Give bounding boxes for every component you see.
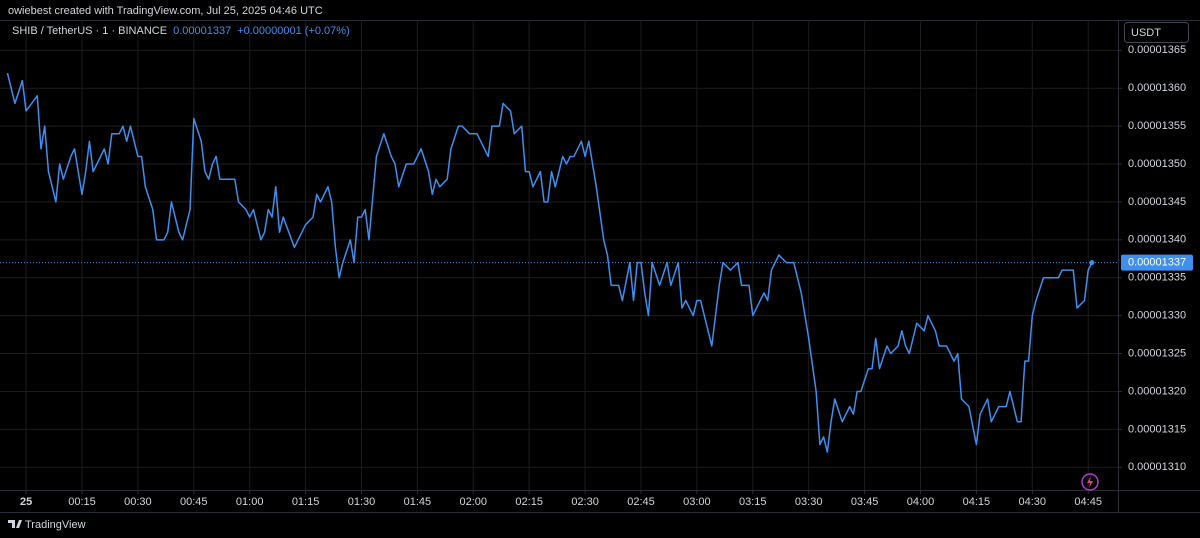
y-tick-label: 0.00001345 bbox=[1128, 196, 1186, 208]
x-tick-label: 03:15 bbox=[739, 496, 767, 508]
x-tick-label: 04:15 bbox=[963, 496, 991, 508]
x-tick-label: 03:30 bbox=[795, 496, 823, 508]
x-tick-label: 01:45 bbox=[404, 496, 432, 508]
y-tick-label: 0.00001310 bbox=[1128, 461, 1186, 473]
x-tick-label: 02:15 bbox=[515, 496, 543, 508]
y-tick-label: 0.00001325 bbox=[1128, 347, 1186, 359]
x-tick-label: 00:45 bbox=[180, 496, 208, 508]
y-tick-label: 0.00001315 bbox=[1128, 423, 1186, 435]
y-tick-label: 0.00001355 bbox=[1128, 120, 1186, 132]
last-price-box bbox=[1121, 254, 1193, 271]
symbol: SHIB / TetherUS · 1 · BINANCE bbox=[12, 25, 167, 37]
x-tick-label: 01:00 bbox=[236, 496, 264, 508]
logo-mark bbox=[8, 520, 22, 528]
brand: TradingView bbox=[25, 519, 86, 531]
last-price: 0.00001337 bbox=[173, 25, 231, 37]
credit: owiebest created with TradingView.com, J… bbox=[8, 5, 323, 17]
x-tick-label: 00:15 bbox=[68, 496, 96, 508]
y-tick-label: 0.00001330 bbox=[1128, 310, 1186, 322]
x-tick-label: 00:30 bbox=[124, 496, 152, 508]
y-tick-label: 0.00001365 bbox=[1128, 44, 1186, 56]
symbol-title: SHIB / TetherUS · 1 · BINANCE 0.00001337 +… bbox=[12, 25, 350, 37]
y-tick-label: 0.00001320 bbox=[1128, 385, 1186, 397]
icon-bolt bbox=[1087, 476, 1093, 488]
x-tick-label: 04:45 bbox=[1074, 496, 1102, 508]
axis: 0.00001310 0.00001315 0.00001320 0.00001325… bbox=[20, 44, 1193, 508]
currency-box[interactable] bbox=[1124, 22, 1189, 43]
x-tick-label: 02:45 bbox=[627, 496, 655, 508]
y-tick-label: 0.00001340 bbox=[1128, 234, 1186, 246]
x-tick-label: 04:30 bbox=[1019, 496, 1047, 508]
x-tick-label: 01:30 bbox=[348, 496, 376, 508]
last-point bbox=[1089, 260, 1095, 266]
y-tick-label: 0.00001335 bbox=[1128, 272, 1186, 284]
icon-ring bbox=[1081, 473, 1099, 491]
x-tick-label: 02:00 bbox=[460, 496, 488, 508]
x-tick-label: 25 bbox=[20, 496, 32, 508]
x-tick-label: 03:00 bbox=[683, 496, 711, 508]
x-tick-label: 04:00 bbox=[907, 496, 935, 508]
y-tick-label: 0.00001350 bbox=[1128, 158, 1186, 170]
price-change: +0.00000001 (+0.07%) bbox=[237, 25, 350, 37]
lightning-icon[interactable] bbox=[1081, 473, 1099, 491]
currency[interactable]: USDT bbox=[1131, 27, 1161, 39]
x-tick-label: 01:15 bbox=[292, 496, 320, 508]
last-price-label: 0.00001337 bbox=[1128, 256, 1186, 268]
price-line bbox=[6, 72, 1093, 453]
grid bbox=[0, 20, 1118, 490]
y-tick-label: 0.00001360 bbox=[1128, 82, 1186, 94]
x-tick-label: 02:30 bbox=[571, 496, 599, 508]
plot bbox=[0, 72, 1118, 453]
x-tick-label: 03:45 bbox=[851, 496, 879, 508]
footer-logo[interactable]: TradingView bbox=[8, 519, 86, 531]
